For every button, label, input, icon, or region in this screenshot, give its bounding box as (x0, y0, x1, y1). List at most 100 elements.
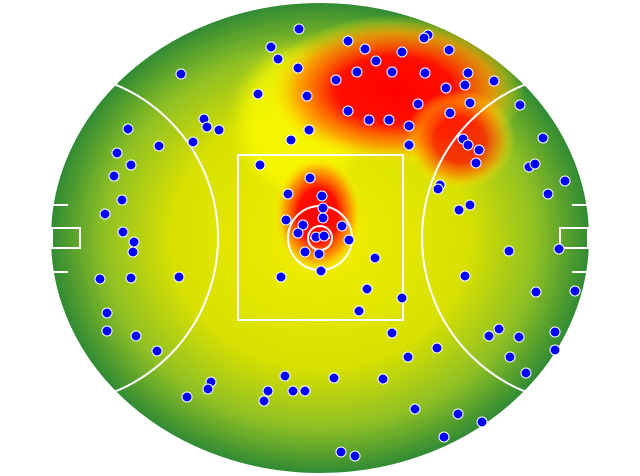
data-point (440, 82, 452, 94)
data-point (553, 243, 565, 255)
data-point (151, 345, 163, 357)
data-point (483, 330, 495, 342)
data-point (328, 372, 340, 384)
data-point (452, 408, 464, 420)
data-point (262, 385, 274, 397)
data-point (549, 326, 561, 338)
data-point (111, 147, 123, 159)
data-point (299, 385, 311, 397)
data-point (213, 124, 225, 136)
data-point (187, 136, 199, 148)
data-point (504, 351, 516, 363)
data-point (462, 67, 474, 79)
data-point (342, 105, 354, 117)
data-point (254, 159, 266, 171)
data-point (403, 120, 415, 132)
data-point (265, 41, 277, 53)
data-point (175, 68, 187, 80)
data-point (459, 270, 471, 282)
data-point (258, 395, 270, 407)
data-point (122, 123, 134, 135)
data-point (377, 373, 389, 385)
data-point (292, 62, 304, 74)
data-point (488, 75, 500, 87)
data-point (363, 114, 375, 126)
data-point (316, 190, 328, 202)
data-point (402, 351, 414, 363)
data-point (359, 43, 371, 55)
data-point (349, 450, 361, 462)
data-point (444, 107, 456, 119)
data-point (462, 139, 474, 151)
data-point (99, 208, 111, 220)
data-point (282, 188, 294, 200)
data-point (542, 188, 554, 200)
data-point (299, 246, 311, 258)
data-point (383, 114, 395, 126)
data-point (453, 204, 465, 216)
data-point (279, 370, 291, 382)
data-point (317, 202, 329, 214)
data-point (370, 55, 382, 67)
data-point (396, 46, 408, 58)
data-point (201, 121, 213, 133)
data-point (418, 32, 430, 44)
data-point (275, 271, 287, 283)
data-point (342, 35, 354, 47)
data-point (464, 97, 476, 109)
data-point (202, 383, 214, 395)
data-point (520, 367, 532, 379)
data-point (353, 305, 365, 317)
data-point (396, 292, 408, 304)
data-point (287, 385, 299, 397)
data-point (530, 286, 542, 298)
data-point (130, 330, 142, 342)
data-point (476, 416, 488, 428)
data-point (292, 227, 304, 239)
data-point (419, 67, 431, 79)
data-point (173, 271, 185, 283)
data-point (117, 226, 129, 238)
data-point (127, 246, 139, 258)
data-point (101, 307, 113, 319)
data-point (513, 331, 525, 343)
data-point (128, 236, 140, 248)
data-point (335, 446, 347, 458)
data-point (101, 325, 113, 337)
data-point (431, 342, 443, 354)
data-point (297, 219, 309, 231)
data-point (438, 431, 450, 443)
data-point (272, 53, 284, 65)
data-point (386, 66, 398, 78)
data-point (409, 403, 421, 415)
data-point (549, 344, 561, 356)
data-point (293, 23, 305, 35)
data-point (403, 139, 415, 151)
data-point (514, 99, 526, 111)
data-point (470, 157, 482, 169)
data-point (318, 230, 330, 242)
data-point (432, 183, 444, 195)
data-point (252, 88, 264, 100)
data-point (464, 199, 476, 211)
data-point (369, 252, 381, 264)
data-point (108, 170, 120, 182)
data-point (351, 66, 363, 78)
data-point (459, 79, 471, 91)
data-point (412, 98, 424, 110)
data-point (537, 132, 549, 144)
data-point (301, 90, 313, 102)
data-point (303, 124, 315, 136)
data-point (285, 134, 297, 146)
data-point (443, 44, 455, 56)
data-point (529, 158, 541, 170)
data-point (116, 194, 128, 206)
data-point (313, 248, 325, 260)
data-point (569, 285, 581, 297)
data-point (181, 391, 193, 403)
data-point (153, 140, 165, 152)
data-point (343, 234, 355, 246)
data-point (386, 327, 398, 339)
data-point (125, 272, 137, 284)
